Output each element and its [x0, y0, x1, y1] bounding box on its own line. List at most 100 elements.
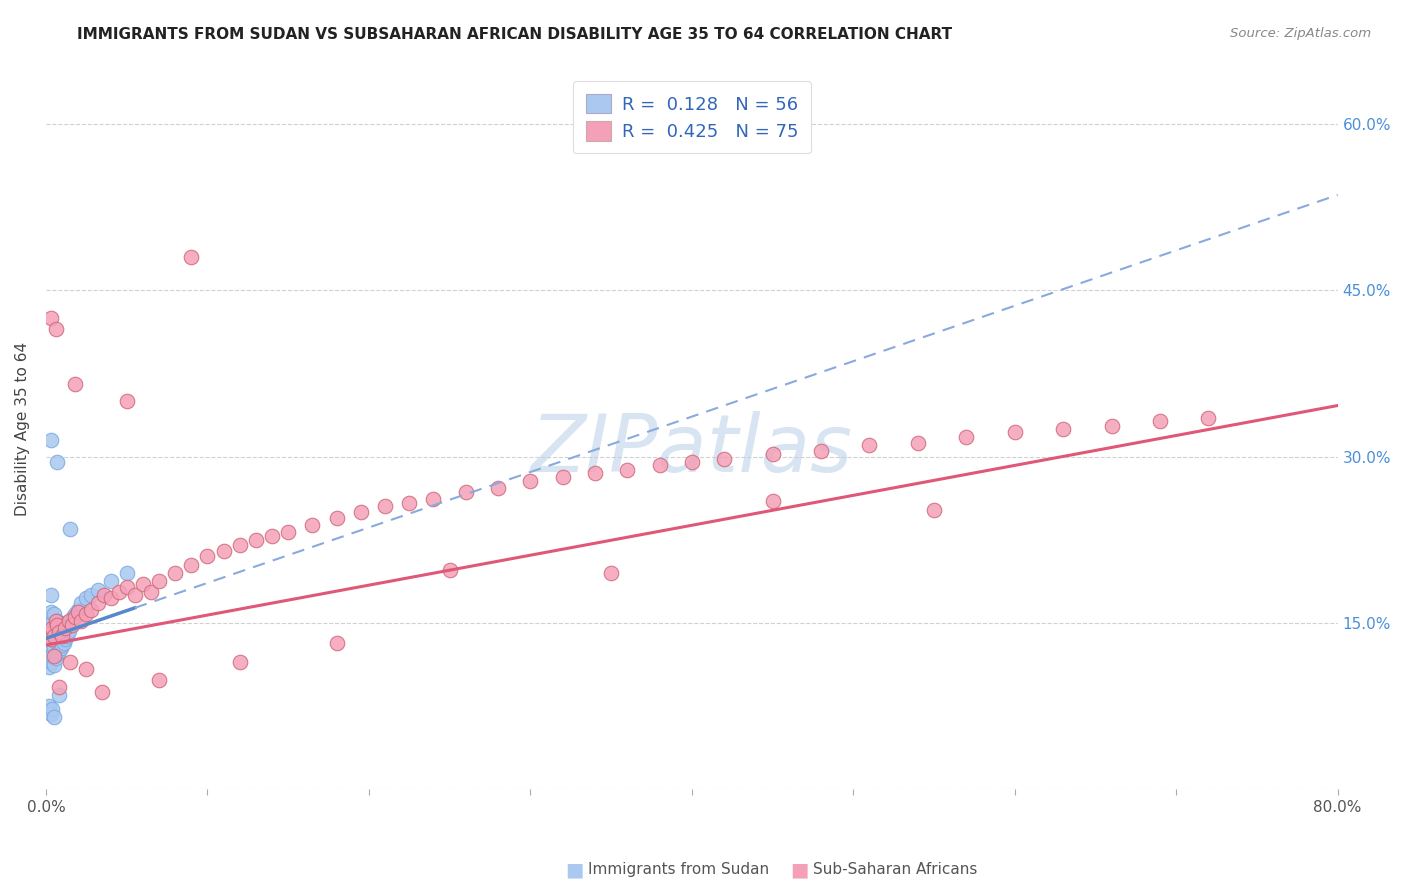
Point: [132, 577, 155, 591]
Point: [38, 698, 60, 713]
Point: [100, 574, 122, 588]
Point: [39, 588, 62, 602]
Point: [80, 602, 103, 616]
Point: [39, 621, 62, 635]
Point: [70, 596, 93, 610]
Point: [46, 647, 69, 661]
Point: [100, 591, 122, 606]
Point: [49, 641, 72, 656]
Point: [59, 618, 82, 632]
Point: [148, 673, 170, 688]
Point: [148, 574, 170, 588]
Point: [39, 638, 62, 652]
Point: [228, 538, 250, 552]
Point: [810, 444, 832, 458]
Point: [42, 710, 65, 724]
Point: [38, 627, 60, 641]
Point: [180, 558, 202, 573]
Point: [38, 660, 60, 674]
Text: Sub-Saharan Africans: Sub-Saharan Africans: [813, 863, 977, 877]
Point: [277, 524, 299, 539]
Point: [1101, 418, 1123, 433]
Point: [63, 377, 86, 392]
Point: [53, 632, 76, 647]
Point: [48, 643, 70, 657]
Point: [75, 662, 97, 676]
Point: [39, 632, 62, 647]
Text: Source: ZipAtlas.com: Source: ZipAtlas.com: [1230, 27, 1371, 40]
Point: [46, 630, 69, 644]
Point: [325, 510, 347, 524]
Point: [260, 529, 283, 543]
Point: [42, 629, 65, 643]
Point: [197, 549, 219, 564]
Point: [439, 563, 461, 577]
Point: [91, 684, 114, 698]
Point: [45, 651, 67, 665]
Point: [46, 614, 69, 628]
Y-axis label: Disability Age 35 to 64: Disability Age 35 to 64: [15, 342, 30, 516]
Point: [41, 649, 63, 664]
Point: [48, 627, 70, 641]
Point: [46, 618, 69, 632]
Text: ■: ■: [790, 860, 808, 880]
Point: [245, 533, 267, 547]
Point: [41, 615, 63, 630]
Point: [38, 610, 60, 624]
Legend: R =  0.128   N = 56, R =  0.425   N = 75: R = 0.128 N = 56, R = 0.425 N = 75: [572, 81, 811, 153]
Point: [1198, 410, 1220, 425]
Point: [519, 474, 541, 488]
Point: [115, 580, 138, 594]
Point: [67, 602, 90, 616]
Point: [454, 485, 477, 500]
Point: [907, 436, 929, 450]
Point: [858, 438, 880, 452]
Point: [616, 463, 638, 477]
Point: [124, 588, 146, 602]
Point: [761, 494, 783, 508]
Point: [350, 505, 373, 519]
Point: [37, 638, 59, 652]
Point: [56, 629, 79, 643]
Point: [45, 322, 67, 336]
Point: [80, 588, 103, 602]
Point: [59, 655, 82, 669]
Point: [42, 607, 65, 621]
Point: [58, 624, 80, 638]
Point: [63, 607, 86, 621]
Point: [139, 584, 162, 599]
Point: [51, 638, 73, 652]
Point: [551, 469, 574, 483]
Point: [486, 481, 509, 495]
Point: [67, 605, 90, 619]
Text: ■: ■: [565, 860, 583, 880]
Point: [48, 688, 70, 702]
Point: [42, 649, 65, 664]
Point: [115, 394, 138, 409]
Point: [70, 614, 93, 628]
Point: [600, 566, 623, 580]
Point: [52, 636, 75, 650]
Point: [41, 621, 63, 635]
Point: [86, 596, 108, 610]
Point: [39, 655, 62, 669]
Point: [301, 518, 323, 533]
Text: IMMIGRANTS FROM SUDAN VS SUBSAHARAN AFRICAN DISABILITY AGE 35 TO 64 CORRELATION : IMMIGRANTS FROM SUDAN VS SUBSAHARAN AFRI…: [77, 27, 952, 42]
Point: [51, 629, 73, 643]
Point: [115, 566, 138, 580]
Point: [212, 543, 235, 558]
Point: [228, 655, 250, 669]
Point: [38, 643, 60, 657]
Point: [1149, 414, 1171, 428]
Point: [42, 657, 65, 672]
Point: [42, 640, 65, 655]
Point: [52, 619, 75, 633]
Point: [38, 627, 60, 641]
Point: [374, 500, 396, 514]
Point: [75, 607, 97, 621]
Point: [86, 582, 108, 597]
Point: [59, 522, 82, 536]
Point: [1052, 422, 1074, 436]
Point: [583, 466, 606, 480]
Point: [37, 621, 59, 635]
